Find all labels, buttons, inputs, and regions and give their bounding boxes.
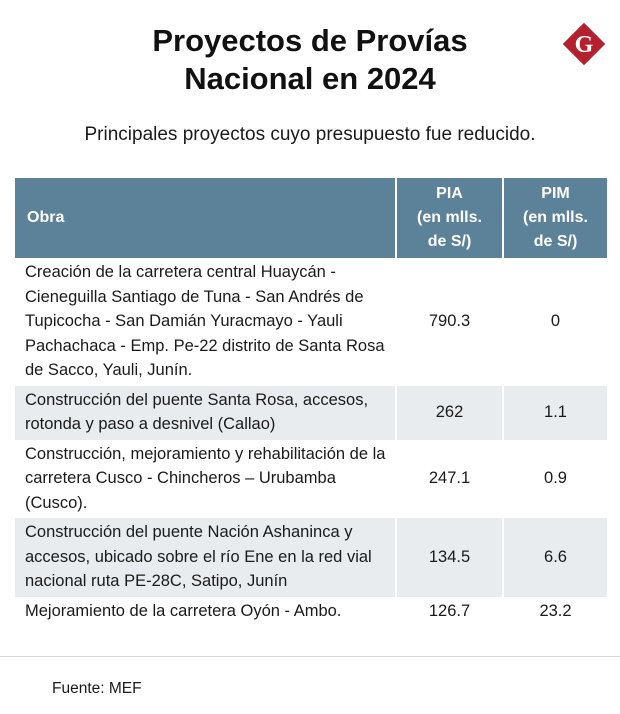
column-header-line: de S/) — [427, 233, 472, 250]
column-header-line: (en mlls. — [523, 209, 588, 226]
footer-divider — [0, 656, 620, 657]
column-header-line: (en mlls. — [417, 209, 482, 226]
publisher-logo-icon: G — [562, 22, 606, 66]
cell-obra: Construcción del puente Nación Ashaninca… — [15, 518, 395, 597]
cell-pim: 0 — [502, 258, 607, 386]
table-row: Construcción del puente Nación Ashaninca… — [15, 518, 607, 597]
cell-pia: 247.1 — [395, 439, 502, 518]
publisher-logo-letter: G — [575, 32, 594, 58]
title-line-2: Nacional en 2024 — [184, 61, 436, 96]
cell-obra: Construcción, mejoramiento y rehabilitac… — [25, 444, 386, 512]
cell-pia: 126.7 — [395, 596, 502, 626]
projects-table: Obra PIA (en mlls. de S/) PIM (en mlls. … — [15, 178, 607, 626]
column-header-pia: PIA (en mlls. de S/) — [395, 178, 502, 258]
table-row: Creación de la carretera central Huaycán… — [15, 258, 607, 386]
title-line-1: Proyectos de Provías — [152, 23, 468, 58]
cell-pim: 1.1 — [502, 385, 607, 440]
cell-pia: 134.5 — [395, 518, 502, 597]
cell-pia: 262 — [395, 385, 502, 440]
page-subtitle: Principales proyectos cuyo presupuesto f… — [84, 124, 536, 145]
column-header-line: de S/) — [533, 233, 578, 250]
cell-pim: 0.9 — [502, 439, 607, 518]
cell-obra: Creación de la carretera central Huaycán… — [25, 263, 385, 379]
table-row: Mejoramiento de la carretera Oyón - Ambo… — [15, 596, 607, 626]
table-row: Construcción, mejoramiento y rehabilitac… — [15, 439, 607, 518]
source-note: Fuente: MEF — [52, 680, 142, 697]
cell-pim: 6.6 — [502, 518, 607, 597]
cell-obra: Construcción del puente Santa Rosa, acce… — [15, 385, 395, 440]
column-header-line: PIA — [436, 185, 463, 202]
column-header-line: Obra — [27, 209, 65, 226]
cell-obra: Mejoramiento de la carretera Oyón - Ambo… — [25, 601, 342, 620]
column-header-line: PIM — [541, 185, 570, 202]
cell-pia: 790.3 — [395, 258, 502, 386]
table-header-row: Obra PIA (en mlls. de S/) PIM (en mlls. … — [15, 178, 607, 258]
cell-pim: 23.2 — [502, 596, 607, 626]
page-title: Proyectos de Provías Nacional en 2024 — [0, 22, 620, 98]
column-header-obra: Obra — [15, 178, 395, 258]
table-row: Construcción del puente Santa Rosa, acce… — [15, 385, 607, 440]
column-header-pim: PIM (en mlls. de S/) — [502, 178, 607, 258]
